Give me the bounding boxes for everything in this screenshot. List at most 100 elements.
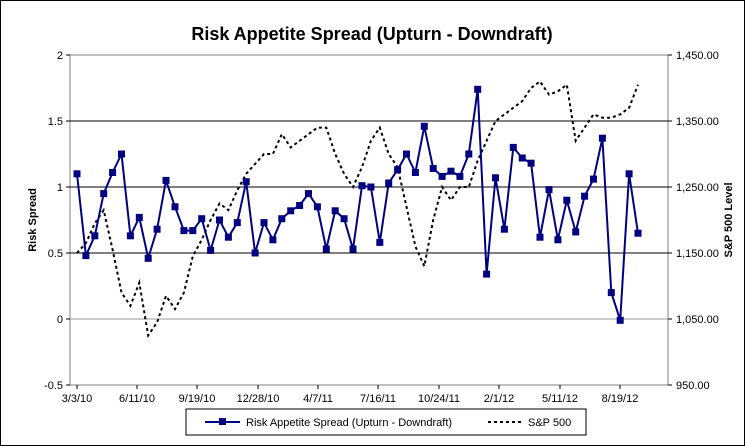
risk-spread-point	[180, 227, 188, 235]
risk-spread-point	[73, 170, 81, 178]
risk-spread-point	[109, 169, 117, 176]
risk-spread-point	[483, 270, 491, 278]
risk-spread-point	[340, 215, 348, 223]
risk-spread-point	[527, 159, 535, 167]
right-axis-ticks: 950.00 1,050.00 1,150.00 1,250.00 1,350.00 1,…	[668, 50, 719, 392]
risk-spread-point	[500, 225, 508, 233]
right-axis-label: S&P 500 Level	[723, 182, 735, 257]
risk-spread-point	[313, 203, 321, 211]
x-tick-label: 8/19/12	[602, 393, 639, 405]
risk-spread-point	[251, 249, 259, 257]
chart-title: Risk Appetite Spread (Upturn - Downdraft…	[191, 24, 552, 44]
risk-spread-point	[394, 166, 402, 174]
x-tick-label: 7/16/11	[360, 393, 396, 405]
risk-spread-point	[144, 254, 152, 262]
risk-spread-point	[82, 252, 90, 260]
risk-spread-point	[189, 227, 197, 235]
risk-spread-point	[100, 190, 108, 198]
risk-spread-point	[554, 236, 562, 244]
risk-spread-point	[411, 169, 419, 176]
left-tick-label: 1	[57, 182, 63, 194]
x-tick-label: 9/19/10	[179, 393, 216, 405]
risk-spread-point	[305, 190, 312, 198]
risk-spread-point	[438, 172, 446, 180]
risk-spread-point	[242, 178, 250, 186]
risk-spread-point	[420, 122, 428, 130]
left-axis-label: Risk Spread	[27, 188, 39, 252]
risk-spread-point	[171, 203, 179, 211]
risk-spread-point	[456, 172, 464, 180]
risk-spread-line	[76, 89, 639, 321]
x-tick-label: 3/3/10	[62, 393, 93, 405]
x-axis-ticks: 3/3/10 6/11/10 9/19/10 12/28/10 4/7/11 7/16/1…	[62, 385, 639, 405]
x-tick-label: 4/7/11	[303, 393, 333, 405]
right-tick-label: 950.00	[676, 380, 710, 392]
x-tick-label: 6/11/10	[119, 393, 155, 405]
risk-spread-point	[233, 219, 241, 227]
risk-spread-point	[403, 150, 410, 158]
risk-spread-point	[581, 192, 589, 200]
risk-spread-point	[563, 196, 571, 204]
risk-spread-point	[634, 229, 642, 237]
risk-spread-point	[572, 228, 580, 236]
risk-spread-point	[492, 174, 499, 182]
series-risk-spread	[73, 85, 642, 324]
x-tick-label: 10/24/11	[418, 393, 460, 405]
risk-spread-point	[91, 232, 99, 240]
risk-spread-point	[198, 215, 206, 223]
risk-spread-point	[126, 232, 134, 240]
series-sp500	[76, 79, 639, 339]
risk-spread-point	[296, 202, 304, 209]
risk-spread-point	[224, 233, 232, 241]
risk-spread-point	[509, 143, 517, 151]
risk-spread-point	[118, 150, 125, 158]
risk-spread-point	[135, 213, 143, 221]
risk-spread-point	[162, 176, 170, 184]
risk-spread-point	[278, 215, 286, 223]
risk-spread-point	[429, 165, 437, 172]
right-tick-label: 1,050.00	[676, 314, 719, 326]
left-tick-label: 2	[57, 50, 63, 62]
risk-spread-point	[269, 236, 277, 244]
risk-spread-point	[358, 182, 366, 190]
risk-spread-point	[207, 246, 215, 254]
x-tick-label: 5/11/12	[542, 393, 578, 405]
right-tick-label: 1,450.00	[676, 50, 719, 62]
risk-spread-point	[331, 207, 339, 215]
risk-spread-point	[349, 245, 357, 253]
risk-spread-point	[616, 316, 624, 324]
left-axis-ticks: -0.5 0 0.5 1 1.5 2	[44, 50, 70, 392]
risk-spread-point	[260, 219, 268, 227]
left-tick-label: 0	[57, 314, 63, 326]
risk-spread-point	[474, 85, 482, 93]
risk-spread-point	[216, 216, 223, 224]
risk-spread-point	[598, 134, 606, 142]
legend-risk-marker-icon	[219, 418, 226, 425]
legend: Risk Appetite Spread (Upturn - Downdraft…	[185, 408, 587, 436]
left-tick-label: 1.5	[48, 116, 63, 128]
risk-spread-point	[465, 150, 473, 158]
risk-spread-point	[376, 238, 384, 246]
risk-spread-point	[287, 207, 295, 215]
legend-sp500-label: S&P 500	[528, 417, 571, 429]
right-tick-label: 1,250.00	[676, 182, 719, 194]
plot-area	[69, 54, 669, 386]
risk-spread-point	[545, 186, 553, 194]
right-tick-label: 1,350.00	[676, 116, 719, 128]
risk-spread-point	[536, 233, 544, 241]
risk-spread-point	[322, 245, 330, 253]
left-tick-label: -0.5	[44, 380, 63, 392]
right-tick-label: 1,150.00	[676, 248, 719, 260]
risk-spread-point	[367, 183, 375, 191]
risk-spread-point	[625, 170, 633, 178]
legend-risk-label: Risk Appetite Spread (Upturn - Downdraft…	[246, 417, 452, 429]
risk-spread-point	[607, 289, 615, 297]
risk-spread-point	[590, 175, 597, 183]
sp500-line	[76, 79, 639, 339]
left-tick-label: 0.5	[48, 248, 63, 260]
risk-spread-point	[153, 225, 161, 233]
risk-spread-point	[518, 154, 526, 162]
x-tick-label: 2/1/12	[484, 393, 515, 405]
risk-spread-point	[385, 179, 393, 187]
